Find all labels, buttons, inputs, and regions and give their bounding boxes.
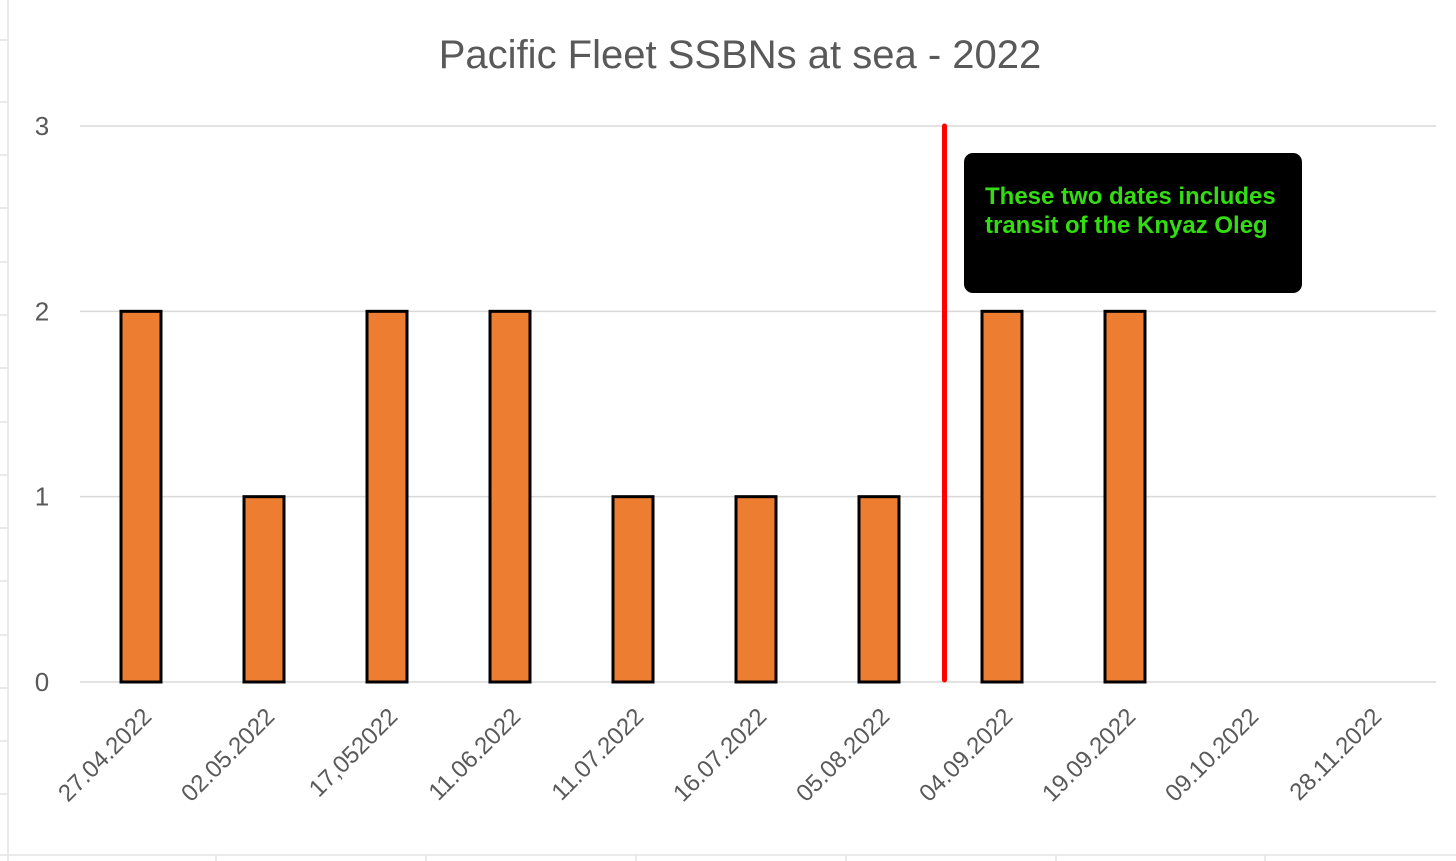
chart-title: Pacific Fleet SSBNs at sea - 2022 [439, 33, 1042, 77]
bar [980, 309, 1024, 684]
bar [1103, 309, 1147, 684]
x-tick-label: 11.06.2022 [423, 703, 526, 806]
x-tick-label: 05.08.2022 [791, 703, 895, 807]
y-axis-ticks: 0 1 2 3 [35, 111, 49, 697]
y-tick-label: 1 [35, 482, 49, 512]
annotation-background [964, 153, 1302, 293]
x-tick-label: 17,052022 [304, 703, 403, 802]
annotation-text-line-2: transit of the Knyaz Oleg [985, 212, 1268, 239]
x-tick-label: 16.07.2022 [668, 703, 772, 807]
x-tick-label: 04.09.2022 [914, 703, 1018, 807]
x-tick-label: 19.09.2022 [1037, 703, 1141, 807]
x-axis-ticks: 27.04.2022 02.05.2022 17,052022 11.06.2022 1… [53, 703, 1387, 807]
bar [365, 309, 409, 684]
x-tick-label: 27.04.2022 [53, 703, 157, 807]
bar [242, 495, 286, 684]
y-tick-label: 0 [35, 667, 49, 697]
bar [488, 309, 532, 684]
x-tick-label: 02.05.2022 [176, 703, 280, 807]
bar [857, 495, 901, 684]
x-tick-label: 11.07.2022 [546, 703, 649, 806]
bar [611, 495, 655, 684]
annotation-text-line-1: These two dates includes [985, 183, 1276, 210]
bars [119, 309, 1147, 684]
bar [734, 495, 778, 684]
bar [119, 309, 163, 684]
x-tick-label: 28.11.2022 [1284, 703, 1387, 806]
y-tick-label: 2 [35, 296, 49, 326]
y-tick-label: 3 [35, 111, 49, 141]
annotation-box: These two dates includes transit of the … [964, 153, 1302, 293]
x-tick-label: 09.10.2022 [1160, 703, 1264, 807]
